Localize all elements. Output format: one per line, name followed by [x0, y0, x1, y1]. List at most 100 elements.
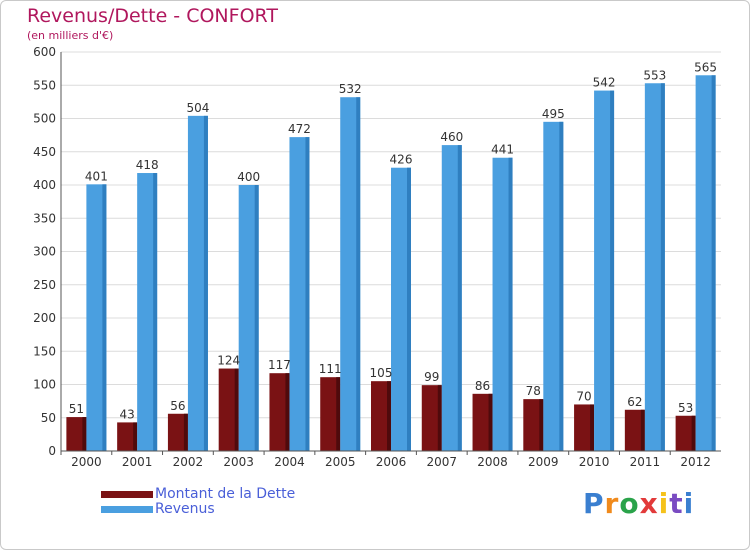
logo-letter: i	[683, 487, 695, 520]
data-label-dette: 56	[170, 399, 185, 413]
bars-layer	[66, 75, 716, 452]
bar-dette	[675, 415, 696, 451]
legend-swatch-dette	[101, 491, 153, 498]
bar-dette	[574, 404, 595, 451]
logo-letter: t	[669, 487, 684, 520]
legend-swatch-revenus	[101, 506, 153, 513]
bar-shade-revenus	[203, 115, 208, 451]
data-label-revenus: 460	[440, 130, 463, 144]
logo-letter: x	[639, 487, 659, 520]
proxiti-logo: Proxiti	[583, 487, 694, 520]
y-tick-label: 0	[48, 444, 56, 458]
bar-dette	[624, 409, 645, 451]
bar-shade-revenus	[559, 121, 564, 451]
bar-revenus	[340, 97, 361, 451]
y-tick-label: 550	[33, 78, 56, 92]
bar-revenus	[594, 90, 615, 451]
x-tick-label: 2010	[579, 455, 610, 469]
data-label-dette: 43	[120, 407, 135, 421]
data-label-dette: 117	[268, 358, 291, 372]
bar-dette	[218, 368, 239, 451]
data-label-revenus: 400	[237, 170, 260, 184]
logo-letter: i	[658, 487, 670, 520]
data-label-dette: 99	[424, 370, 439, 384]
data-label-revenus: 565	[694, 60, 717, 74]
data-label-dette: 124	[217, 354, 240, 368]
data-label-dette: 105	[370, 366, 393, 380]
data-label-revenus: 401	[85, 169, 108, 183]
bar-revenus	[644, 83, 665, 451]
data-label-revenus: 472	[288, 122, 311, 136]
bar-dette	[269, 373, 290, 451]
data-label-revenus: 441	[491, 143, 514, 157]
bar-shade-revenus	[508, 157, 513, 452]
bar-revenus	[695, 75, 716, 452]
bar-shade-dette	[437, 385, 442, 451]
bar-revenus	[543, 121, 564, 451]
y-tick-label: 500	[33, 112, 56, 126]
bar-shade-revenus	[305, 137, 310, 451]
bar-shade-revenus	[457, 145, 462, 451]
data-label-dette: 78	[526, 384, 541, 398]
data-label-dette: 70	[576, 389, 591, 403]
bar-shade-dette	[539, 399, 544, 451]
x-tick-label: 2003	[223, 455, 254, 469]
bar-shade-revenus	[254, 185, 259, 451]
x-tick-label: 2001	[122, 455, 153, 469]
bar-shade-dette	[285, 373, 290, 451]
bar-revenus	[187, 115, 208, 451]
data-label-revenus: 495	[542, 107, 565, 121]
data-label-dette: 62	[627, 395, 642, 409]
bar-dette	[117, 422, 138, 451]
x-tick-label: 2011	[630, 455, 661, 469]
x-tick-label: 2004	[274, 455, 305, 469]
bar-shade-dette	[336, 377, 341, 451]
y-tick-label: 150	[33, 344, 56, 358]
labels-layer: 51 401 43 418 56 504 124 400 117 472 111 532 105 426 9…	[69, 60, 717, 421]
x-tick-label: 2007	[426, 455, 457, 469]
x-tick-label: 2006	[376, 455, 407, 469]
data-label-revenus: 418	[136, 158, 159, 172]
bar-shade-revenus	[660, 83, 665, 451]
data-label-revenus: 426	[390, 153, 413, 167]
x-tick-label: 2009	[528, 455, 559, 469]
data-label-dette: 53	[678, 401, 693, 415]
y-tick-label: 600	[33, 45, 56, 59]
x-tick-label: 2000	[71, 455, 102, 469]
bar-dette	[66, 417, 87, 451]
bar-shade-revenus	[356, 97, 361, 451]
y-tick-label: 400	[33, 178, 56, 192]
legend-label-revenus: Revenus	[155, 501, 215, 517]
logo-letter: P	[583, 487, 605, 520]
y-tick-label: 350	[33, 211, 56, 225]
data-label-revenus: 532	[339, 82, 362, 96]
data-label-dette: 86	[475, 379, 490, 393]
bar-dette	[371, 381, 391, 451]
y-tick-label: 100	[33, 378, 56, 392]
bar-revenus	[391, 167, 411, 451]
bar-shade-revenus	[711, 75, 716, 452]
logo-letter: o	[619, 487, 640, 520]
y-tick-label: 50	[41, 411, 56, 425]
bar-shade-revenus	[407, 167, 411, 451]
chart-subtitle: (en milliers d'€)	[27, 29, 114, 42]
chart-title: Revenus/Dette - CONFORT	[27, 5, 278, 27]
y-tick-label: 250	[33, 278, 56, 292]
bar-shade-revenus	[610, 90, 615, 451]
data-label-revenus: 504	[186, 101, 209, 115]
data-label-revenus: 542	[593, 76, 616, 90]
legend-label-dette: Montant de la Dette	[155, 486, 296, 502]
x-tick-label: 2002	[173, 455, 204, 469]
data-label-dette: 51	[69, 402, 84, 416]
bar-revenus	[137, 173, 158, 451]
logo-letter: r	[604, 487, 620, 520]
bar-dette	[421, 385, 442, 451]
bar-shade-dette	[183, 413, 188, 451]
bar-revenus	[289, 137, 310, 451]
data-label-revenus: 553	[643, 68, 666, 82]
data-label-dette: 111	[319, 362, 342, 376]
bar-dette	[523, 399, 544, 451]
y-tick-label: 200	[33, 311, 56, 325]
